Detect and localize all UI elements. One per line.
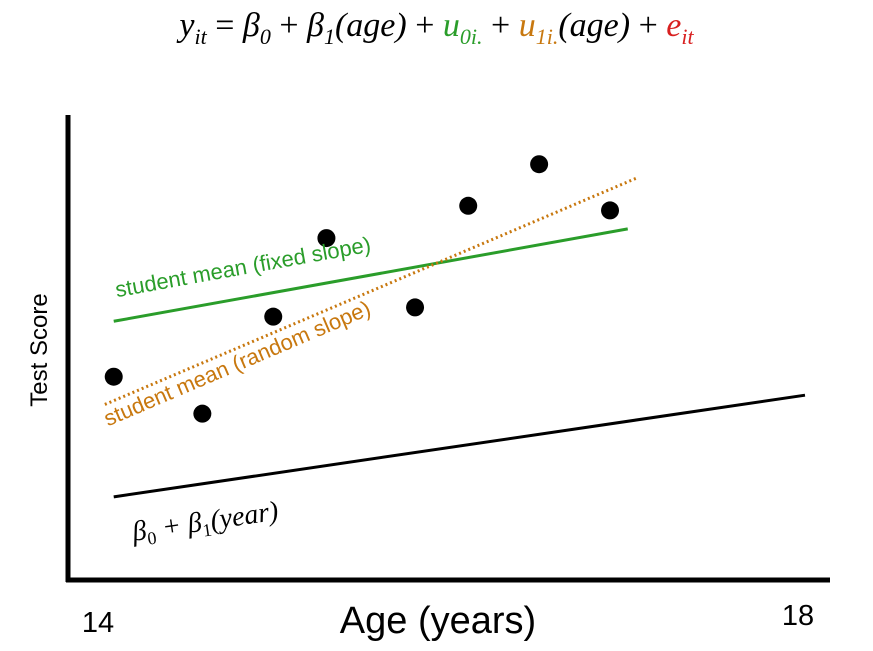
label-population-line: β0 + β1(year) bbox=[129, 496, 281, 551]
line-fixed-slope bbox=[113, 227, 629, 323]
eq-beta0: β bbox=[242, 7, 260, 44]
line-population bbox=[113, 393, 806, 499]
y-axis-label: Test Score bbox=[26, 293, 53, 406]
data-point bbox=[264, 307, 283, 326]
x-axis-label: Age (years) bbox=[340, 600, 536, 642]
eq-u1-sub: 1i. bbox=[535, 23, 559, 49]
eq-beta1-sub: 1 bbox=[323, 23, 335, 49]
data-point bbox=[104, 367, 123, 386]
x-tick-label-18: 18 bbox=[782, 600, 814, 632]
eq-y: y bbox=[179, 7, 195, 44]
eq-plus-1: + bbox=[279, 7, 299, 44]
eq-beta1: β bbox=[307, 7, 324, 44]
eq-plus-4: + bbox=[638, 7, 658, 44]
data-point bbox=[406, 298, 425, 317]
eq-e-sub: it bbox=[681, 23, 694, 49]
data-point bbox=[459, 196, 478, 215]
data-point bbox=[193, 404, 212, 423]
eq-age-1: (age) bbox=[334, 7, 407, 44]
eq-plus-3: + bbox=[491, 7, 511, 44]
label-fixed-slope: student mean (fixed slope) bbox=[113, 232, 373, 302]
eq-equals: = bbox=[215, 7, 235, 44]
eq-u1: u1i. bbox=[518, 7, 559, 49]
line-labels: student mean (fixed slope)student mean (… bbox=[100, 232, 374, 551]
data-point bbox=[317, 229, 336, 248]
eq-beta0-sub: 0 bbox=[259, 23, 271, 49]
data-point bbox=[530, 155, 549, 174]
eq-error: eit bbox=[666, 7, 693, 49]
data-points bbox=[104, 155, 620, 423]
eq-u0: u0i. bbox=[442, 7, 483, 49]
axes bbox=[65, 115, 830, 583]
line-random-slope bbox=[104, 176, 638, 406]
series-lines bbox=[104, 176, 806, 499]
eq-age-2: (age) bbox=[558, 7, 631, 44]
eq-e-letter: e bbox=[666, 7, 682, 44]
x-tick-label-14: 14 bbox=[82, 607, 114, 639]
data-point bbox=[601, 201, 620, 220]
eq-u0-letter: u bbox=[442, 7, 460, 44]
eq-u0-sub: 0i. bbox=[459, 23, 483, 49]
eq-plus-2: + bbox=[415, 7, 435, 44]
model-equation: yit = β0 + β1(age) + u0i. + u1i.(age) + … bbox=[0, 0, 873, 60]
eq-y-sub: it bbox=[194, 23, 207, 49]
eq-u1-letter: u bbox=[518, 7, 536, 44]
